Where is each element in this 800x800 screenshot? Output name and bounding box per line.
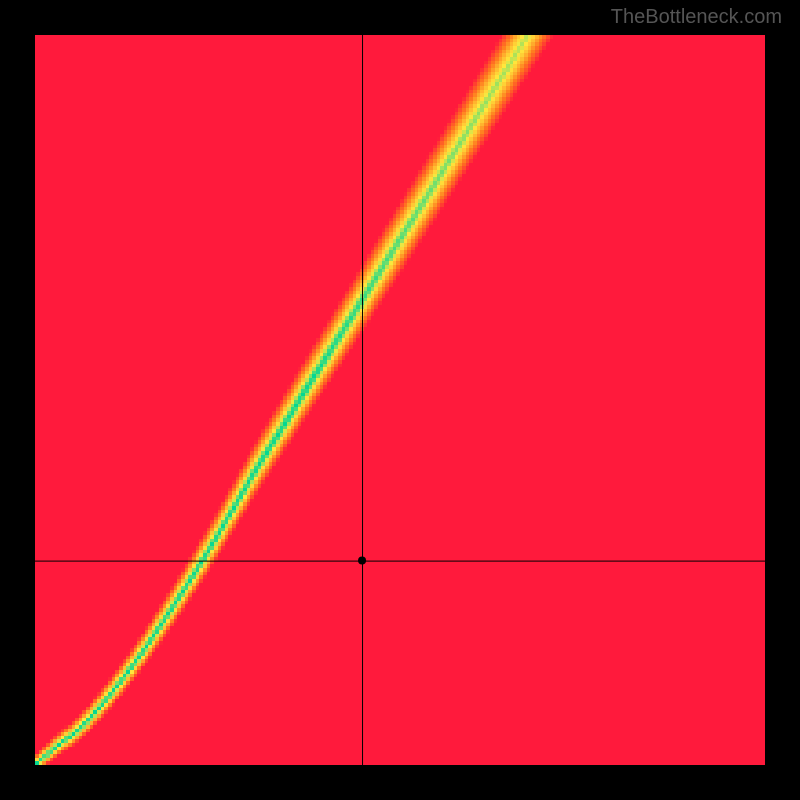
chart-container: TheBottleneck.com [0, 0, 800, 800]
heatmap-plot [35, 35, 765, 765]
watermark-text: TheBottleneck.com [611, 6, 782, 29]
heatmap-canvas [35, 35, 765, 765]
